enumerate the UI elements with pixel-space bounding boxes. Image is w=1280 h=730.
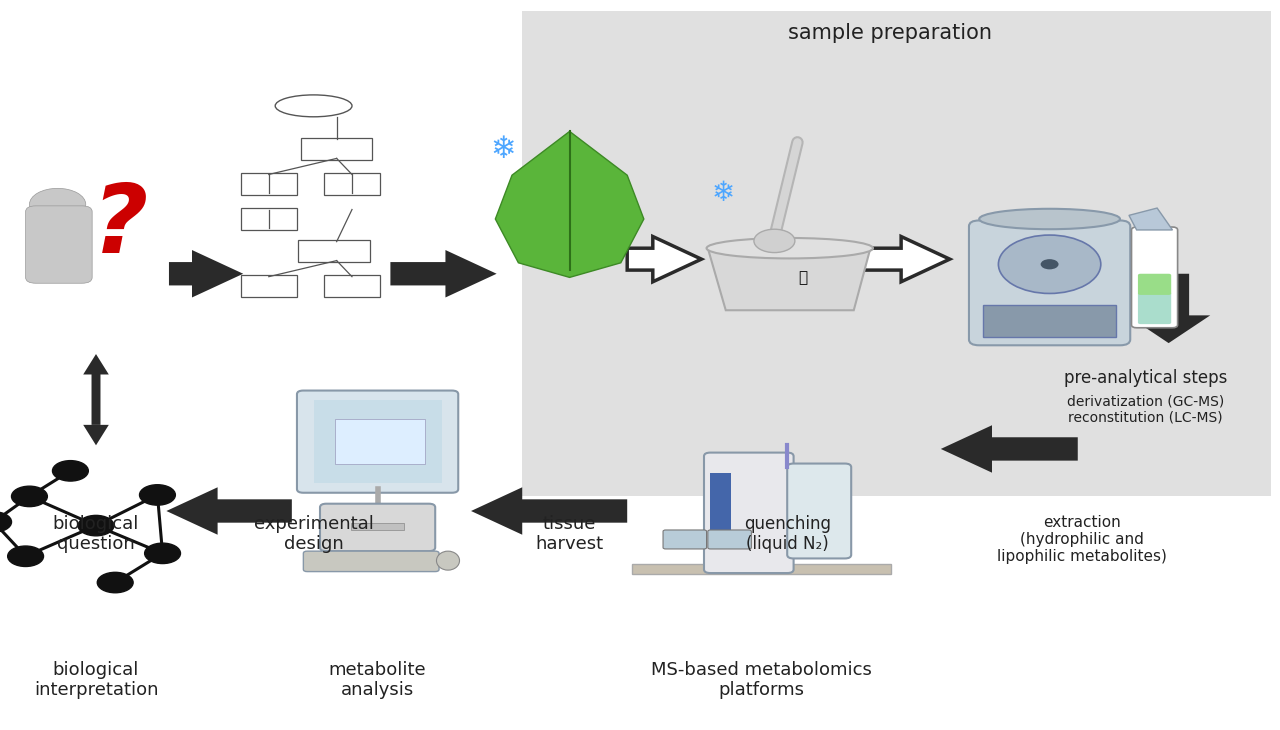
Ellipse shape <box>707 238 873 258</box>
Polygon shape <box>627 237 701 282</box>
Polygon shape <box>471 488 627 534</box>
FancyBboxPatch shape <box>241 275 297 297</box>
Ellipse shape <box>436 551 460 570</box>
FancyBboxPatch shape <box>632 564 891 574</box>
Text: extraction
(hydrophilic and
lipophilic metabolites): extraction (hydrophilic and lipophilic m… <box>997 515 1166 564</box>
FancyBboxPatch shape <box>303 551 439 572</box>
Circle shape <box>0 512 12 532</box>
Text: sample preparation: sample preparation <box>787 23 992 43</box>
Polygon shape <box>166 488 292 534</box>
Circle shape <box>52 461 88 481</box>
FancyBboxPatch shape <box>301 138 372 160</box>
FancyBboxPatch shape <box>969 220 1130 345</box>
Circle shape <box>12 486 47 507</box>
FancyBboxPatch shape <box>351 523 404 530</box>
Circle shape <box>754 229 795 253</box>
Polygon shape <box>1129 208 1172 230</box>
Circle shape <box>29 188 86 220</box>
Text: 🌿: 🌿 <box>797 270 808 285</box>
Polygon shape <box>169 250 243 298</box>
FancyBboxPatch shape <box>1138 274 1171 295</box>
Text: pre-analytical steps: pre-analytical steps <box>1064 369 1228 387</box>
Ellipse shape <box>979 209 1120 229</box>
FancyBboxPatch shape <box>241 173 297 195</box>
FancyBboxPatch shape <box>26 206 92 283</box>
Circle shape <box>140 485 175 505</box>
Polygon shape <box>845 237 950 282</box>
FancyBboxPatch shape <box>708 530 751 549</box>
Polygon shape <box>1128 274 1211 343</box>
Text: biological
interpretation: biological interpretation <box>33 661 159 699</box>
FancyBboxPatch shape <box>983 305 1116 337</box>
FancyBboxPatch shape <box>324 275 380 297</box>
Text: ?: ? <box>92 180 148 273</box>
Polygon shape <box>83 354 109 425</box>
Circle shape <box>145 543 180 564</box>
FancyBboxPatch shape <box>314 400 442 483</box>
FancyBboxPatch shape <box>710 473 731 542</box>
Polygon shape <box>495 131 644 277</box>
FancyBboxPatch shape <box>335 419 425 464</box>
FancyBboxPatch shape <box>241 208 297 230</box>
Polygon shape <box>390 250 497 298</box>
FancyBboxPatch shape <box>298 240 370 262</box>
FancyBboxPatch shape <box>704 453 794 573</box>
Polygon shape <box>83 425 109 445</box>
FancyBboxPatch shape <box>297 391 458 493</box>
Text: tissue
harvest: tissue harvest <box>535 515 604 553</box>
Polygon shape <box>941 425 1078 473</box>
FancyBboxPatch shape <box>522 11 1271 496</box>
FancyBboxPatch shape <box>320 504 435 551</box>
Circle shape <box>1041 259 1059 269</box>
Circle shape <box>78 515 114 536</box>
FancyBboxPatch shape <box>1132 227 1178 328</box>
Text: biological
question: biological question <box>52 515 140 553</box>
Text: ❄: ❄ <box>490 135 516 164</box>
Circle shape <box>8 546 44 566</box>
Text: experimental
design: experimental design <box>253 515 374 553</box>
Ellipse shape <box>275 95 352 117</box>
Polygon shape <box>708 248 870 310</box>
Text: MS-based metabolomics
platforms: MS-based metabolomics platforms <box>652 661 872 699</box>
Text: derivatization (GC-MS)
reconstitution (LC-MS): derivatization (GC-MS) reconstitution (L… <box>1068 394 1224 424</box>
FancyBboxPatch shape <box>1138 292 1171 324</box>
Text: ❄: ❄ <box>712 180 735 207</box>
Circle shape <box>998 235 1101 293</box>
FancyBboxPatch shape <box>324 173 380 195</box>
FancyBboxPatch shape <box>787 464 851 558</box>
Text: metabolite
analysis: metabolite analysis <box>329 661 426 699</box>
FancyBboxPatch shape <box>663 530 707 549</box>
Circle shape <box>97 572 133 593</box>
Text: quenching
(liquid N₂): quenching (liquid N₂) <box>744 515 831 553</box>
